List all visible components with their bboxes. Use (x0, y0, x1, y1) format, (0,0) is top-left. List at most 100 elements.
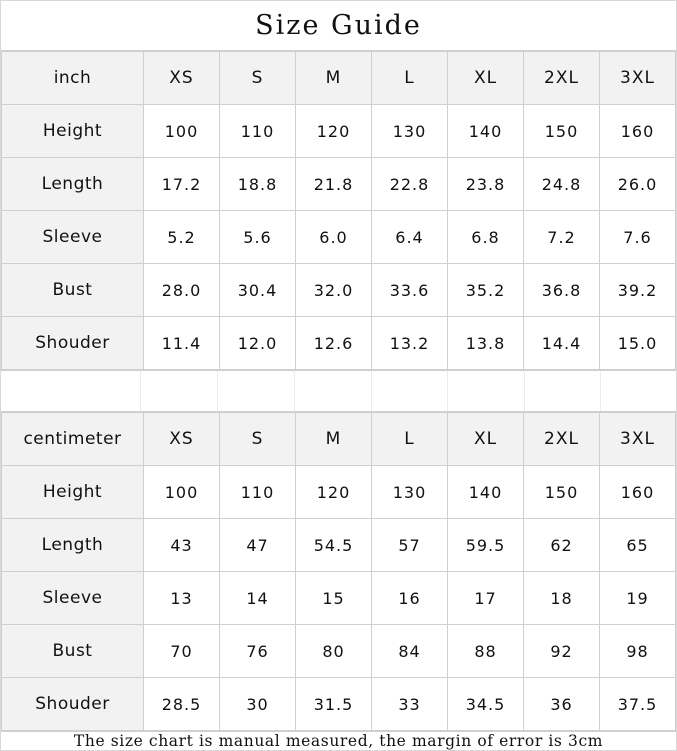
cell-shouder-l: 13.2 (371, 316, 448, 370)
unit-label-inch: inch (1, 51, 144, 105)
separator-gridline (217, 371, 218, 411)
column-header-s: S (219, 412, 296, 466)
cell-height-3xl: 160 (599, 465, 676, 519)
cell-sleeve-m: 6.0 (295, 210, 372, 264)
cell-bust-xs: 70 (143, 624, 220, 678)
cell-shouder-2xl: 14.4 (523, 316, 600, 370)
page-title: Size Guide (1, 1, 676, 51)
separator-gridline (524, 371, 525, 411)
cell-height-2xl: 150 (523, 465, 600, 519)
unit-label-centimeter: centimeter (1, 412, 144, 466)
row-label-length: Length (1, 157, 144, 211)
table-separator (1, 370, 676, 412)
cell-sleeve-s: 5.6 (219, 210, 296, 264)
table-row: Length 17.2 18.8 21.8 22.8 23.8 24.8 26.… (1, 157, 676, 211)
column-header-3xl: 3XL (599, 51, 676, 105)
cell-sleeve-m: 15 (295, 571, 372, 625)
cell-bust-m: 32.0 (295, 263, 372, 317)
table-row: Shouder 11.4 12.0 12.6 13.2 13.8 14.4 15… (1, 316, 676, 370)
cell-bust-l: 84 (371, 624, 448, 678)
row-label-shouder: Shouder (1, 316, 144, 370)
cell-sleeve-xs: 13 (143, 571, 220, 625)
cell-length-2xl: 24.8 (523, 157, 600, 211)
cell-shouder-xs: 11.4 (143, 316, 220, 370)
cell-length-m: 54.5 (295, 518, 372, 572)
cell-length-3xl: 65 (599, 518, 676, 572)
separator-gridline (294, 371, 295, 411)
centimeter-size-table: centimeter XS S M L XL 2XL 3XL Height 10… (1, 412, 676, 731)
cell-shouder-s: 12.0 (219, 316, 296, 370)
cell-sleeve-xs: 5.2 (143, 210, 220, 264)
separator-gridline (447, 371, 448, 411)
column-header-xl: XL (447, 51, 524, 105)
inch-size-table: inch XS S M L XL 2XL 3XL Height 100 110 … (1, 51, 676, 370)
row-label-bust: Bust (1, 263, 144, 317)
cell-bust-2xl: 36.8 (523, 263, 600, 317)
cell-height-xs: 100 (143, 465, 220, 519)
cell-sleeve-3xl: 19 (599, 571, 676, 625)
column-header-xs: XS (143, 51, 220, 105)
cell-height-s: 110 (219, 465, 296, 519)
cell-height-m: 120 (295, 465, 372, 519)
row-label-height: Height (1, 104, 144, 158)
cell-height-m: 120 (295, 104, 372, 158)
cell-shouder-s: 30 (219, 677, 296, 731)
cell-bust-2xl: 92 (523, 624, 600, 678)
table-row: Bust 28.0 30.4 32.0 33.6 35.2 36.8 39.2 (1, 263, 676, 317)
column-header-2xl: 2XL (523, 51, 600, 105)
cell-sleeve-2xl: 18 (523, 571, 600, 625)
cell-length-s: 18.8 (219, 157, 296, 211)
cell-sleeve-l: 6.4 (371, 210, 448, 264)
table-header-row: centimeter XS S M L XL 2XL 3XL (1, 412, 676, 466)
cell-length-s: 47 (219, 518, 296, 572)
cell-shouder-xl: 13.8 (447, 316, 524, 370)
cell-height-s: 110 (219, 104, 296, 158)
cell-length-m: 21.8 (295, 157, 372, 211)
row-label-shouder: Shouder (1, 677, 144, 731)
cell-sleeve-3xl: 7.6 (599, 210, 676, 264)
cell-shouder-m: 31.5 (295, 677, 372, 731)
cell-bust-3xl: 98 (599, 624, 676, 678)
cell-length-l: 22.8 (371, 157, 448, 211)
row-label-length: Length (1, 518, 144, 572)
table-row: Sleeve 5.2 5.6 6.0 6.4 6.8 7.2 7.6 (1, 210, 676, 264)
cell-sleeve-l: 16 (371, 571, 448, 625)
column-header-m: M (295, 412, 372, 466)
cell-height-2xl: 150 (523, 104, 600, 158)
column-header-xs: XS (143, 412, 220, 466)
cell-length-xl: 23.8 (447, 157, 524, 211)
cell-length-xl: 59.5 (447, 518, 524, 572)
cell-shouder-3xl: 37.5 (599, 677, 676, 731)
cell-shouder-xl: 34.5 (447, 677, 524, 731)
table-row: Height 100 110 120 130 140 150 160 (1, 104, 676, 158)
cell-shouder-m: 12.6 (295, 316, 372, 370)
table-row: Shouder 28.5 30 31.5 33 34.5 36 37.5 (1, 677, 676, 731)
cell-height-xs: 100 (143, 104, 220, 158)
column-header-l: L (371, 51, 448, 105)
cell-height-xl: 140 (447, 104, 524, 158)
cell-shouder-2xl: 36 (523, 677, 600, 731)
cell-bust-s: 30.4 (219, 263, 296, 317)
column-header-s: S (219, 51, 296, 105)
separator-gridline (600, 371, 601, 411)
cell-length-xs: 17.2 (143, 157, 220, 211)
measurement-disclaimer: The size chart is manual measured, the m… (1, 731, 676, 750)
column-header-xl: XL (447, 412, 524, 466)
cell-height-3xl: 160 (599, 104, 676, 158)
table-row: Length 43 47 54.5 57 59.5 62 65 (1, 518, 676, 572)
column-header-l: L (371, 412, 448, 466)
column-header-2xl: 2XL (523, 412, 600, 466)
table-header-row: inch XS S M L XL 2XL 3XL (1, 51, 676, 105)
row-label-sleeve: Sleeve (1, 571, 144, 625)
cell-length-3xl: 26.0 (599, 157, 676, 211)
cell-bust-xs: 28.0 (143, 263, 220, 317)
column-header-3xl: 3XL (599, 412, 676, 466)
separator-gridline (140, 371, 141, 411)
table-row: Bust 70 76 80 84 88 92 98 (1, 624, 676, 678)
separator-gridline (371, 371, 372, 411)
cell-height-l: 130 (371, 465, 448, 519)
table-row: Sleeve 13 14 15 16 17 18 19 (1, 571, 676, 625)
cell-shouder-xs: 28.5 (143, 677, 220, 731)
cell-shouder-3xl: 15.0 (599, 316, 676, 370)
